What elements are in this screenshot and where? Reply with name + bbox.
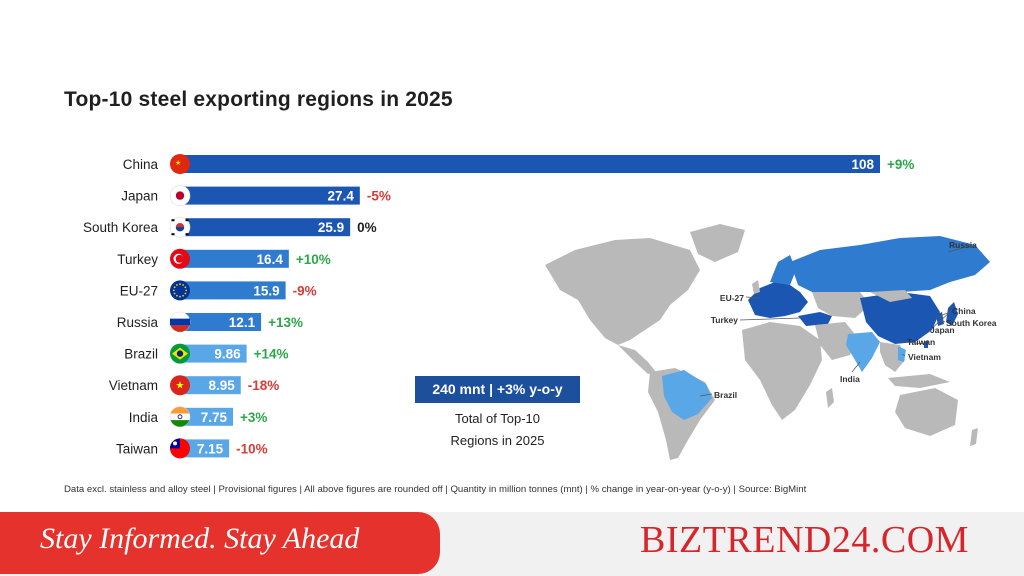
category-label-taiwan: Taiwan: [116, 441, 158, 456]
change-label-vietnam: -18%: [248, 378, 280, 393]
category-label-south-korea: South Korea: [83, 220, 159, 235]
category-label-russia: Russia: [117, 315, 159, 330]
map-indonesia: [888, 374, 950, 388]
bar-series: China ★ 108 +9% Japan 27.4 -5% South Korea 25.9 0…: [83, 154, 914, 459]
south-korea-flag-icon: [169, 216, 191, 238]
map-uk: [752, 280, 760, 294]
total-caption-line2: Regions in 2025: [450, 433, 545, 448]
footnote: Data excl. stainless and alloy steel | P…: [64, 484, 807, 495]
map-label-vietnam: Vietnam: [908, 352, 941, 362]
map-china: [860, 292, 940, 344]
change-label-brazil: +14%: [254, 347, 289, 362]
map-central-asia: [812, 292, 870, 318]
brand-logo-text[interactable]: BIZTREND24.COM: [640, 519, 969, 561]
map-greenland: [690, 224, 745, 262]
map-label-japan: Japan: [930, 325, 955, 335]
change-label-south-korea: 0%: [357, 220, 377, 235]
value-label-russia: 12.1: [229, 315, 256, 330]
bar-russia: [183, 313, 262, 331]
bar-turkey: [183, 249, 289, 268]
map-label-taiwan: Taiwan: [907, 337, 935, 347]
turkey-flag-icon: [170, 248, 190, 269]
map-label-south-korea: South Korea: [946, 318, 997, 328]
taiwan-flag-icon: [170, 438, 190, 459]
map-africa: [742, 322, 822, 420]
map-brazil: [662, 370, 712, 420]
change-label-russia: +13%: [268, 315, 303, 330]
value-label-china: 108: [851, 157, 874, 172]
bar-brazil: [183, 344, 247, 363]
russia-flag-icon: [169, 311, 191, 333]
map-label-russia: Russia: [949, 240, 977, 250]
change-label-india: +3%: [240, 410, 267, 425]
eu-flag-icon: [170, 280, 190, 301]
value-label-vietnam: 8.95: [208, 378, 235, 393]
map-label-turkey: Turkey: [711, 315, 739, 325]
chart-title: Top-10 steel exporting regions in 2025: [64, 88, 453, 111]
tagline-text: Stay Informed. Stay Ahead: [40, 522, 360, 555]
map-label-china: China: [952, 306, 976, 316]
total-caption: Total of Top-10 Regions in 2025: [415, 408, 580, 452]
map-label-brazil: Brazil: [714, 390, 737, 400]
china-flag-icon: ★: [170, 154, 190, 174]
map-madagascar: [826, 388, 834, 408]
category-label-india: India: [129, 410, 159, 425]
value-label-india: 7.75: [201, 410, 228, 425]
value-label-japan: 27.4: [328, 189, 355, 204]
change-label-eu-27: -9%: [293, 283, 317, 298]
bar-vietnam: [183, 376, 241, 395]
change-label-turkey: +10%: [296, 252, 331, 267]
map-middle-east: [815, 322, 858, 360]
total-caption-line1: Total of Top-10: [454, 411, 541, 426]
map-turkey: [798, 312, 832, 326]
category-label-eu-27: EU-27: [120, 283, 158, 298]
category-label-vietnam: Vietnam: [109, 378, 158, 393]
map-japan: [946, 302, 958, 326]
change-label-taiwan: -10%: [236, 441, 268, 456]
svg-text:★: ★: [175, 159, 181, 167]
category-label-japan: Japan: [121, 189, 158, 204]
map-central-america: [618, 345, 656, 374]
map-label-india: India: [840, 374, 860, 384]
value-label-eu-27: 15.9: [253, 283, 279, 298]
category-label-china: China: [123, 157, 159, 172]
value-label-brazil: 9.86: [214, 347, 241, 362]
tagline-banner: [0, 512, 440, 574]
change-label-china: +9%: [887, 157, 914, 172]
vietnam-flag-icon: ★: [170, 375, 190, 396]
map-australia: [895, 388, 958, 436]
map-eu27: [748, 282, 808, 318]
map-russia: [790, 236, 990, 292]
map-new-zealand: [970, 428, 978, 446]
map-scandinavia: [770, 255, 796, 285]
world-map: [545, 224, 990, 460]
japan-flag-icon: [169, 185, 191, 206]
map-label-eu-27: EU-27: [720, 293, 744, 303]
change-label-japan: -5%: [367, 189, 391, 204]
category-label-turkey: Turkey: [117, 252, 158, 267]
bar-south-korea: [183, 218, 351, 237]
brazil-flag-icon: [170, 343, 190, 364]
bar-taiwan: [183, 439, 230, 458]
india-flag-icon: [169, 406, 191, 428]
map-north-america: [545, 238, 700, 345]
total-box: 240 mnt | +3% y-o-y: [415, 376, 580, 403]
map-mongolia: [870, 290, 912, 302]
map-india: [846, 332, 880, 372]
value-label-south-korea: 25.9: [318, 220, 344, 235]
bar-eu-27: [183, 281, 286, 300]
bar-japan: [183, 186, 360, 205]
value-label-turkey: 16.4: [257, 252, 284, 267]
category-label-brazil: Brazil: [124, 347, 158, 362]
bar-china: [183, 155, 880, 173]
bar-india: [183, 407, 234, 426]
value-label-taiwan: 7.15: [197, 441, 224, 456]
svg-text:★: ★: [176, 381, 185, 392]
